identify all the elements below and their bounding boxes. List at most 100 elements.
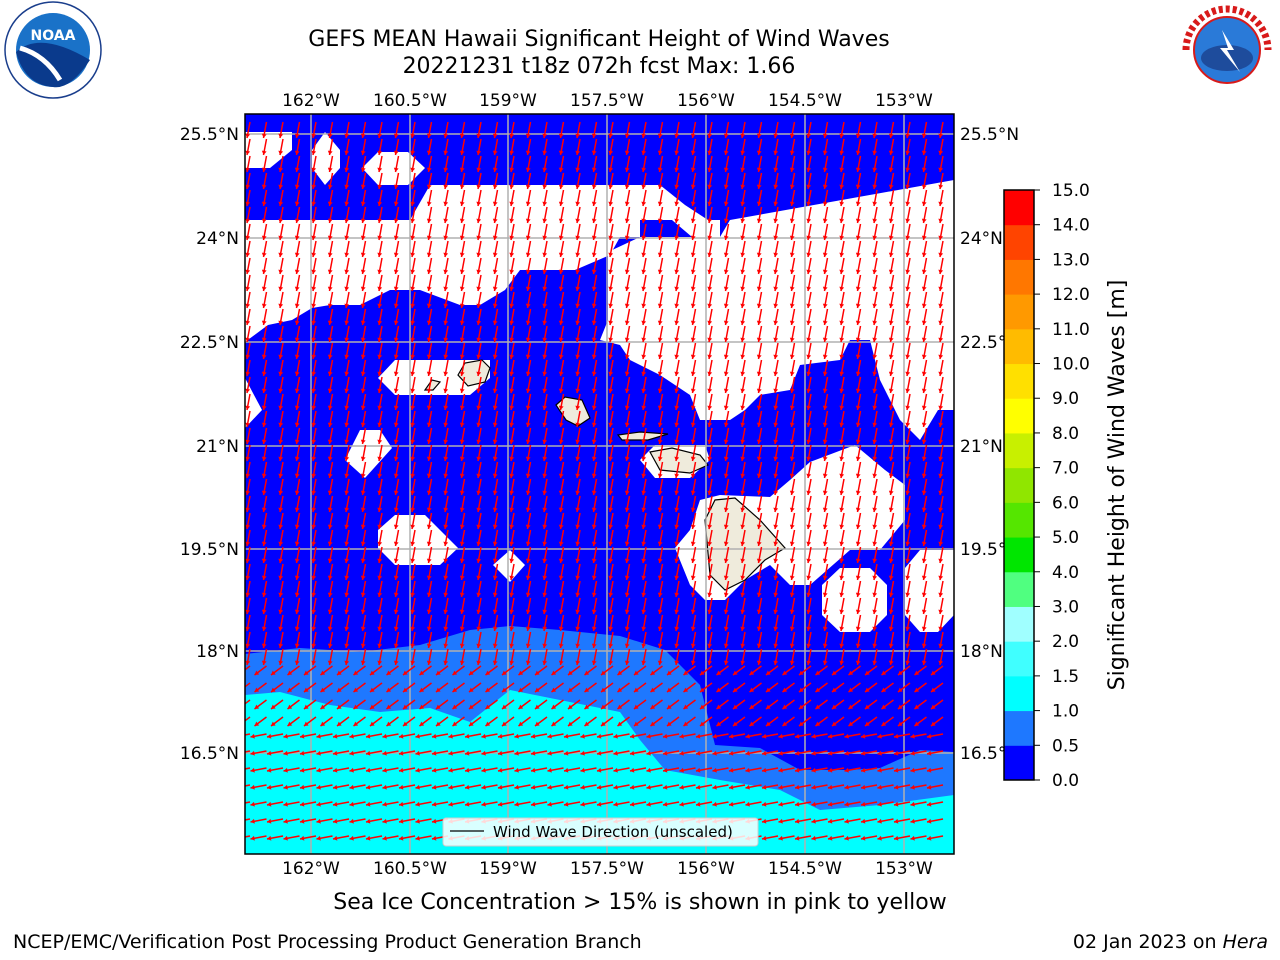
wave-direction-arrow bbox=[410, 206, 416, 224]
wave-direction-arrow bbox=[888, 393, 895, 411]
wave-direction-arrow bbox=[732, 682, 746, 693]
wave-direction-arrow bbox=[641, 529, 647, 547]
wave-direction-arrow bbox=[926, 818, 944, 824]
wave-direction-arrow bbox=[464, 733, 482, 739]
wave-direction-arrow bbox=[254, 682, 267, 693]
wave-direction-arrow bbox=[476, 223, 482, 241]
wave-direction-arrow bbox=[938, 461, 944, 479]
footer-date: 02 Jan 2023 on bbox=[1072, 931, 1217, 953]
wave-direction-arrow bbox=[530, 767, 548, 773]
wave-direction-arrow bbox=[624, 444, 631, 462]
wave-direction-arrow bbox=[452, 699, 465, 710]
colorbar-segment bbox=[1004, 398, 1034, 434]
wave-direction-arrow bbox=[525, 376, 532, 394]
wave-direction-arrow bbox=[327, 240, 334, 258]
wave-direction-arrow bbox=[332, 801, 350, 807]
wave-direction-arrow bbox=[806, 648, 812, 666]
wave-direction-arrow bbox=[723, 427, 730, 445]
wave-direction-arrow bbox=[311, 206, 317, 224]
wave-direction-arrow bbox=[888, 478, 895, 496]
wave-direction-arrow bbox=[360, 529, 367, 547]
wave-direction-arrow bbox=[641, 121, 647, 139]
wave-direction-arrow bbox=[459, 478, 466, 496]
wave-direction-arrow bbox=[382, 750, 399, 756]
wave-direction-arrow bbox=[448, 733, 465, 739]
wave-direction-arrow bbox=[921, 631, 928, 649]
wave-direction-arrow bbox=[591, 631, 598, 649]
wave-direction-arrow bbox=[877, 784, 894, 790]
wave-direction-arrow bbox=[336, 665, 350, 676]
wave-direction-arrow bbox=[872, 172, 878, 190]
wave-direction-arrow bbox=[492, 325, 499, 343]
wave-direction-arrow bbox=[580, 750, 597, 756]
wave-direction-arrow bbox=[443, 359, 449, 377]
wave-direction-arrow bbox=[270, 699, 284, 710]
wave-direction-arrow bbox=[476, 359, 482, 377]
wave-direction-arrow bbox=[311, 444, 317, 462]
wave-direction-arrow bbox=[393, 546, 400, 564]
wave-direction-arrow bbox=[662, 767, 680, 773]
nws-logo bbox=[1179, 2, 1275, 98]
wave-direction-arrow bbox=[369, 716, 383, 727]
wave-direction-arrow bbox=[316, 767, 333, 773]
wave-direction-arrow bbox=[905, 461, 911, 479]
wave-direction-arrow bbox=[789, 461, 796, 479]
wave-direction-arrow bbox=[402, 682, 416, 693]
wave-direction-arrow bbox=[344, 325, 350, 343]
wave-direction-arrow bbox=[575, 546, 581, 564]
wave-direction-arrow bbox=[558, 563, 565, 581]
wave-direction-arrow bbox=[344, 240, 350, 258]
wave-direction-arrow bbox=[377, 393, 383, 411]
wave-direction-arrow bbox=[629, 801, 647, 807]
wave-direction-arrow bbox=[938, 291, 944, 309]
wave-direction-arrow bbox=[930, 716, 944, 727]
wave-direction-arrow bbox=[910, 750, 927, 756]
wave-direction-arrow bbox=[690, 274, 697, 292]
wave-direction-arrow bbox=[905, 121, 911, 139]
wave-direction-arrow bbox=[921, 138, 928, 156]
wave-direction-arrow bbox=[690, 308, 697, 326]
wave-direction-arrow bbox=[624, 495, 631, 513]
wave-direction-arrow bbox=[773, 121, 779, 139]
wave-direction-arrow bbox=[426, 172, 433, 190]
wave-direction-arrow bbox=[283, 818, 300, 824]
wave-direction-arrow bbox=[732, 699, 746, 710]
wave-direction-arrow bbox=[723, 495, 730, 513]
wave-direction-arrow bbox=[756, 478, 763, 496]
wave-direction-arrow bbox=[773, 172, 779, 190]
wave-direction-arrow bbox=[695, 801, 713, 807]
wave-direction-arrow bbox=[443, 257, 449, 275]
wave-direction-arrow bbox=[707, 461, 713, 479]
wave-direction-arrow bbox=[641, 206, 647, 224]
wave-direction-arrow bbox=[921, 274, 928, 292]
wave-direction-arrow bbox=[476, 291, 482, 309]
wave-direction-arrow bbox=[558, 444, 565, 462]
wave-direction-arrow bbox=[547, 767, 564, 773]
wave-direction-arrow bbox=[822, 121, 829, 139]
wave-direction-arrow bbox=[657, 427, 664, 445]
wave-direction-arrow bbox=[608, 631, 614, 649]
wave-direction-arrow bbox=[575, 325, 581, 343]
lat-label-right: 25.5°N bbox=[960, 125, 1019, 145]
wave-direction-arrow bbox=[591, 121, 598, 139]
wave-direction-arrow bbox=[855, 240, 862, 258]
wave-direction-arrow bbox=[897, 716, 911, 727]
wave-direction-arrow bbox=[872, 308, 878, 326]
wave-direction-arrow bbox=[646, 733, 663, 739]
wave-direction-arrow bbox=[872, 359, 878, 377]
wave-direction-arrow bbox=[294, 189, 301, 207]
wave-direction-arrow bbox=[860, 750, 878, 756]
wave-direction-arrow bbox=[261, 308, 268, 326]
wave-direction-arrow bbox=[921, 155, 928, 173]
wave-direction-arrow bbox=[459, 580, 466, 598]
wave-direction-arrow bbox=[261, 257, 268, 275]
wave-direction-arrow bbox=[789, 410, 796, 428]
wave-direction-arrow bbox=[558, 529, 565, 547]
wave-direction-arrow bbox=[443, 206, 449, 224]
wave-direction-arrow bbox=[822, 206, 829, 224]
wave-direction-arrow bbox=[393, 172, 400, 190]
wave-direction-arrow bbox=[542, 274, 548, 292]
wave-direction-arrow bbox=[344, 461, 350, 479]
wave-direction-arrow bbox=[542, 240, 548, 258]
wave-direction-arrow bbox=[261, 155, 268, 173]
